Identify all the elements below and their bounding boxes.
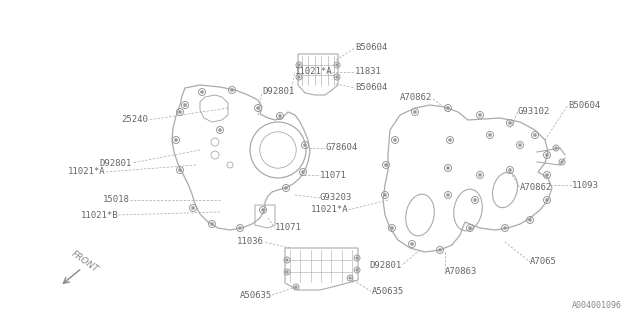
Circle shape [447, 193, 449, 196]
Text: FRONT: FRONT [70, 249, 100, 274]
Circle shape [479, 173, 481, 177]
Text: 11071: 11071 [320, 171, 347, 180]
Circle shape [545, 173, 548, 177]
Circle shape [278, 115, 282, 117]
Circle shape [349, 277, 351, 279]
Circle shape [356, 269, 358, 271]
Text: A70863: A70863 [445, 268, 477, 276]
Circle shape [298, 76, 300, 78]
Circle shape [504, 227, 507, 229]
Circle shape [335, 64, 339, 66]
Text: 15018: 15018 [103, 196, 130, 204]
Text: G78604: G78604 [325, 143, 357, 153]
Circle shape [230, 88, 234, 92]
Circle shape [294, 286, 298, 288]
Circle shape [561, 161, 563, 163]
Circle shape [390, 227, 394, 229]
Text: G93203: G93203 [320, 194, 352, 203]
Circle shape [303, 143, 307, 147]
Circle shape [285, 271, 289, 273]
Circle shape [200, 91, 204, 93]
Text: 11021*A: 11021*A [295, 68, 333, 76]
Circle shape [529, 219, 532, 221]
Circle shape [413, 110, 417, 114]
Text: 11831: 11831 [355, 68, 382, 76]
Circle shape [261, 208, 264, 212]
Circle shape [284, 187, 287, 189]
Circle shape [285, 259, 289, 261]
Circle shape [179, 110, 182, 114]
Circle shape [394, 139, 397, 141]
Circle shape [449, 139, 452, 141]
Circle shape [468, 227, 472, 229]
Text: B50604: B50604 [355, 84, 387, 92]
Text: 11021*B: 11021*B [81, 211, 118, 220]
Text: 11036: 11036 [237, 237, 264, 246]
Circle shape [239, 227, 241, 229]
Circle shape [545, 153, 548, 156]
Text: 25240: 25240 [121, 116, 148, 124]
Text: A7065: A7065 [530, 258, 557, 267]
Circle shape [356, 257, 358, 259]
Text: D92801: D92801 [100, 158, 132, 167]
Text: 11093: 11093 [572, 180, 599, 189]
Text: A50635: A50635 [372, 287, 404, 297]
Circle shape [518, 143, 522, 147]
Circle shape [179, 168, 182, 172]
Circle shape [533, 133, 536, 137]
Text: A50635: A50635 [240, 291, 272, 300]
Text: 11021*A: 11021*A [310, 205, 348, 214]
Text: A70862: A70862 [520, 183, 552, 193]
Circle shape [479, 113, 481, 116]
Text: D92801: D92801 [262, 87, 294, 97]
Text: 11071: 11071 [275, 223, 302, 233]
Circle shape [410, 243, 413, 245]
Text: B50604: B50604 [355, 44, 387, 52]
Circle shape [438, 248, 442, 252]
Circle shape [383, 193, 387, 196]
Circle shape [191, 206, 195, 210]
Circle shape [211, 222, 214, 226]
Text: 11021*A: 11021*A [67, 167, 105, 177]
Circle shape [508, 121, 511, 124]
Circle shape [184, 103, 187, 107]
Text: B50604: B50604 [568, 100, 600, 109]
Circle shape [555, 147, 557, 149]
Text: G93102: G93102 [518, 108, 550, 116]
Circle shape [488, 133, 492, 137]
Circle shape [257, 107, 260, 109]
Circle shape [545, 198, 548, 202]
Text: A70862: A70862 [400, 93, 432, 102]
Circle shape [508, 168, 511, 172]
Circle shape [175, 139, 177, 141]
Text: D92801: D92801 [370, 260, 402, 269]
Circle shape [298, 64, 300, 66]
Circle shape [447, 166, 449, 170]
Circle shape [335, 76, 339, 78]
Circle shape [218, 128, 221, 132]
Circle shape [301, 171, 305, 173]
Text: A004001096: A004001096 [572, 301, 622, 310]
Circle shape [447, 107, 449, 109]
Circle shape [474, 198, 477, 202]
Circle shape [385, 164, 388, 167]
